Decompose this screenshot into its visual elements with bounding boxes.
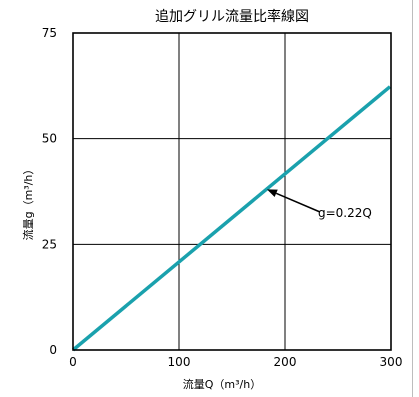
- y-tick-labels: 0 25 50 75: [42, 26, 57, 357]
- y-tick-label: 0: [49, 343, 57, 357]
- annotation-arrow-shaft: [275, 192, 321, 213]
- x-tick-label: 200: [274, 355, 297, 369]
- annotation-arrowhead: [266, 189, 278, 197]
- x-tick-label: 100: [168, 355, 191, 369]
- y-tick-label: 75: [42, 26, 57, 40]
- x-tick-label: 300: [380, 355, 403, 369]
- annotation-label: g=0.22Q: [318, 206, 372, 220]
- series-line: [71, 85, 392, 352]
- y-tick-label: 50: [42, 132, 57, 146]
- y-tick-label: 25: [42, 237, 57, 251]
- chart-title: 追加グリル流量比率線図: [155, 8, 309, 25]
- series-layer: [71, 85, 392, 352]
- x-axis-label: 流量Q（m³/h）: [183, 377, 261, 391]
- grid: [73, 33, 391, 350]
- plot-frame: [72, 32, 392, 351]
- x-tick-labels: 0 100 200 300: [69, 355, 402, 369]
- page-edge-rule: [412, 0, 413, 397]
- x-tick-label: 0: [69, 355, 77, 369]
- y-axis-label: 流量g（m³/h）: [21, 164, 35, 241]
- equation-annotation: g=0.22Q: [266, 189, 372, 220]
